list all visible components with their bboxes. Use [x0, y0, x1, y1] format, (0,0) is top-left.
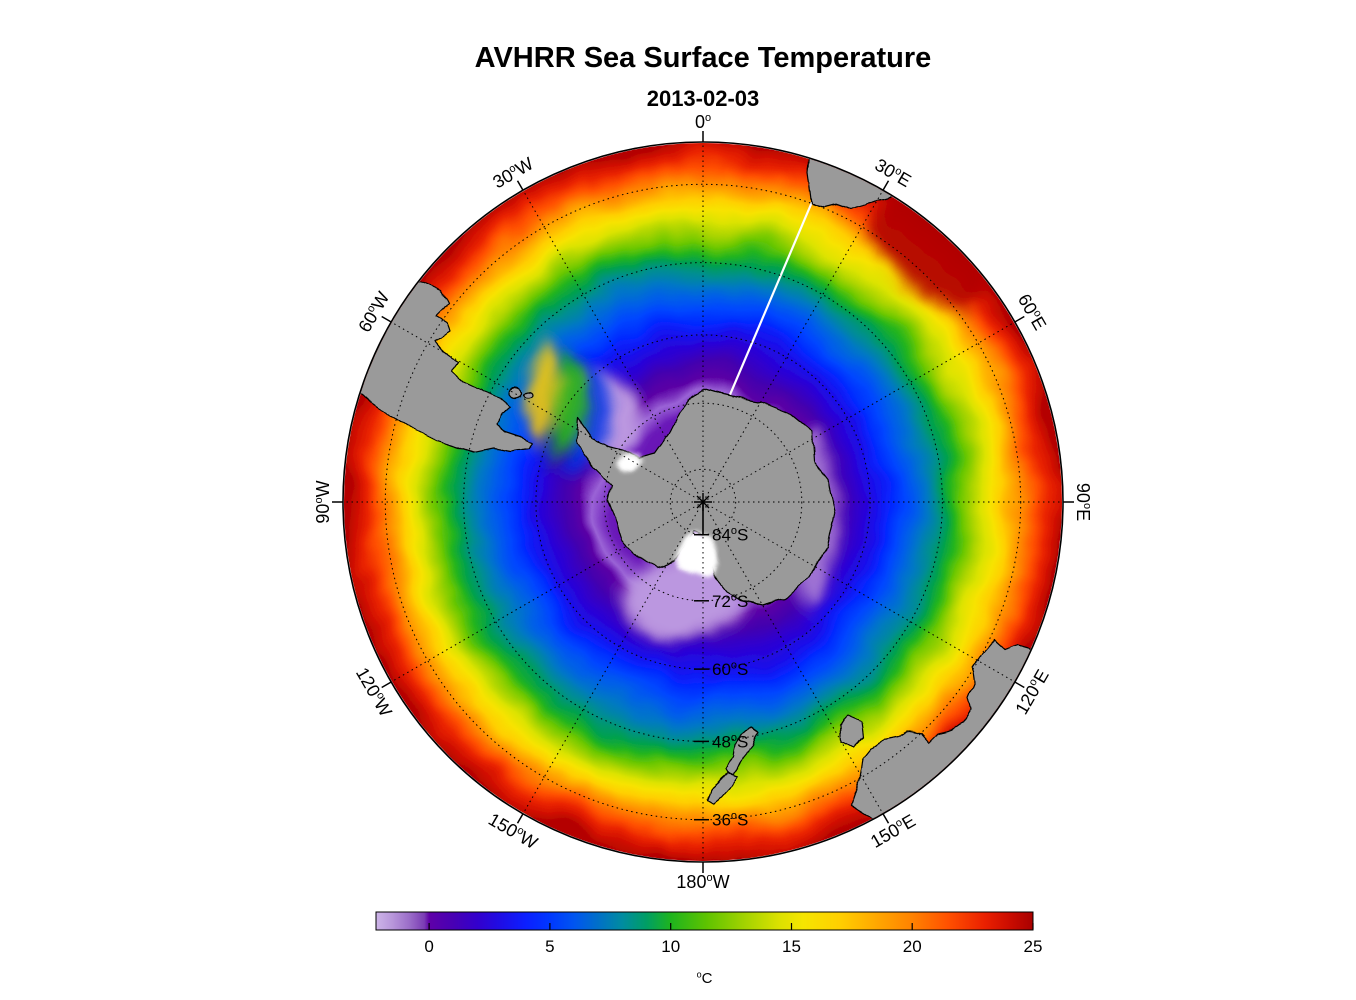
land-falkland-islands-east	[523, 391, 533, 399]
svg-text:36oS: 36oS	[712, 810, 748, 830]
svg-text:20: 20	[903, 937, 922, 956]
svg-text:180oW: 180oW	[676, 872, 729, 892]
svg-text:84oS: 84oS	[712, 525, 748, 545]
land-falkland-islands	[507, 387, 523, 399]
graticule-meridians	[343, 142, 1063, 862]
agulhas-warm-patch	[873, 195, 993, 309]
falkland-current-blue	[564, 360, 608, 478]
ross-ice-shelf	[675, 531, 717, 577]
colorbar-ticks: 0 5 10 15 20 25	[424, 923, 1042, 956]
colorbar: 0 5 10 15 20 25 oC	[375, 911, 1042, 987]
svg-text:90oE: 90oE	[1073, 483, 1093, 521]
svg-text:72oS: 72oS	[712, 591, 748, 611]
svg-text:30oE: 30oE	[871, 155, 914, 191]
svg-text:60oE: 60oE	[1014, 290, 1050, 333]
svg-text:25: 25	[1024, 937, 1043, 956]
chart-title: AVHRR Sea Surface Temperature	[474, 42, 932, 74]
chart-date-subtitle: 2013-02-03	[646, 86, 760, 111]
land-tasmania	[839, 715, 865, 749]
svg-text:oC: oC	[697, 969, 713, 987]
land-new-zealand-south	[706, 773, 738, 804]
sst-map: 0o30oE60oE90oE120oE150oE180oW150oW120oW9…	[313, 112, 1093, 892]
colorbar-unit-label: oC	[697, 969, 713, 987]
patagonia-shelf-warm	[524, 343, 563, 446]
colorbar-gradient-bar	[375, 911, 1034, 931]
svg-text:0: 0	[424, 937, 433, 956]
svg-text:0o: 0o	[695, 112, 711, 132]
parallel-labels: 84oS 72oS 60oS 48oS 36oS	[694, 525, 748, 830]
svg-text:90oW: 90oW	[313, 480, 333, 523]
ronne-ice-shelf	[616, 453, 643, 471]
svg-text:48oS: 48oS	[712, 732, 748, 752]
svg-text:10: 10	[661, 937, 680, 956]
svg-text:60oS: 60oS	[712, 660, 748, 680]
south-pole-marker	[694, 493, 712, 535]
svg-text:15: 15	[782, 937, 801, 956]
svg-text:5: 5	[545, 937, 554, 956]
